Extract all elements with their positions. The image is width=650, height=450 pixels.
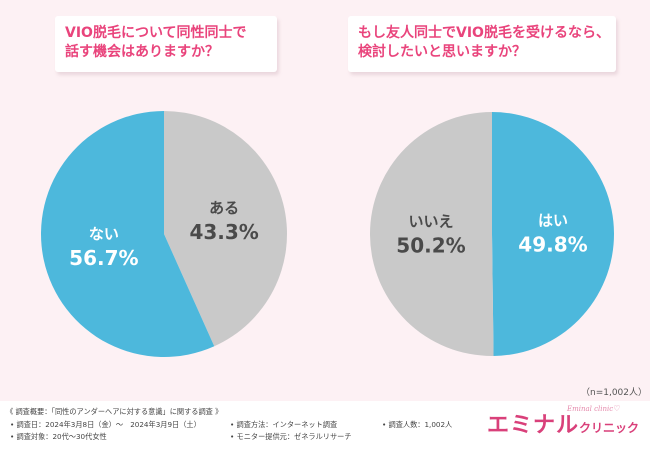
pie2-slice-1-label: はい	[538, 212, 568, 230]
survey-date: • 調査日：2024年3月8日（金）〜 2024年3月9日（土）	[10, 420, 201, 429]
survey-target: • 調査対象：20代〜30代女性	[10, 432, 107, 441]
logo-main-text: エミナル	[487, 413, 580, 438]
logo-english: Eminal clinic♡	[567, 404, 620, 413]
pie1-slice-1	[164, 111, 287, 347]
sample-size-note: （n=1,002人）	[581, 388, 648, 398]
eminal-clinic-logo: Eminal clinic♡ エミナルクリニック	[487, 404, 640, 439]
pie1-slice-2-value: 56.7%	[69, 246, 138, 270]
pie2-slice-2	[369, 112, 494, 357]
pie-charts: ある 43.3% ない 56.7% はい 49.8% いいえ 50.2%	[41, 111, 614, 357]
heart-icon: ♡	[613, 404, 621, 413]
pie1-slice-1-value: 43.3%	[189, 220, 258, 244]
pie2-slice-2-label: いいえ	[408, 212, 453, 230]
pie2-slice-1	[492, 112, 614, 356]
pie1-slice-2-label: ない	[89, 225, 119, 243]
question-2-box: もし友人同士でVIO脱毛を受けるなら、 検討したいと思いますか？	[348, 16, 616, 72]
logo-sub-text: クリニック	[579, 421, 640, 435]
pie2-slice-2-value: 50.2%	[396, 233, 465, 257]
survey-method: • 調査方法：インターネット調査	[230, 420, 338, 429]
logo-english-text: Eminal clinic	[567, 405, 614, 413]
pie1-slice-2	[41, 111, 215, 357]
question-1-line-2: 話す機会はありますか？	[65, 44, 219, 60]
survey-provider: • モニター提供元：ゼネラルリサーチ	[230, 432, 352, 441]
pie1-slice-1-label: ある	[209, 199, 239, 217]
survey-count: • 調査人数：1,002人	[382, 420, 453, 429]
question-2-line-2: 検討したいと思いますか？	[358, 44, 526, 60]
question-1-box: VIO脱毛について同性同士で 話す機会はありますか？	[55, 16, 277, 72]
survey-heading: 《 調査概要：「同性のアンダーヘアに対する意識」に関する調査 》	[6, 407, 223, 416]
question-2-line-1: もし友人同士でVIO脱毛を受けるなら、	[358, 25, 610, 41]
footer: 《 調査概要：「同性のアンダーヘアに対する意識」に関する調査 》 • 調査日：2…	[0, 401, 650, 450]
pie2-slice-1-value: 49.8%	[518, 233, 587, 257]
question-1-line-1: VIO脱毛について同性同士で	[65, 25, 247, 41]
